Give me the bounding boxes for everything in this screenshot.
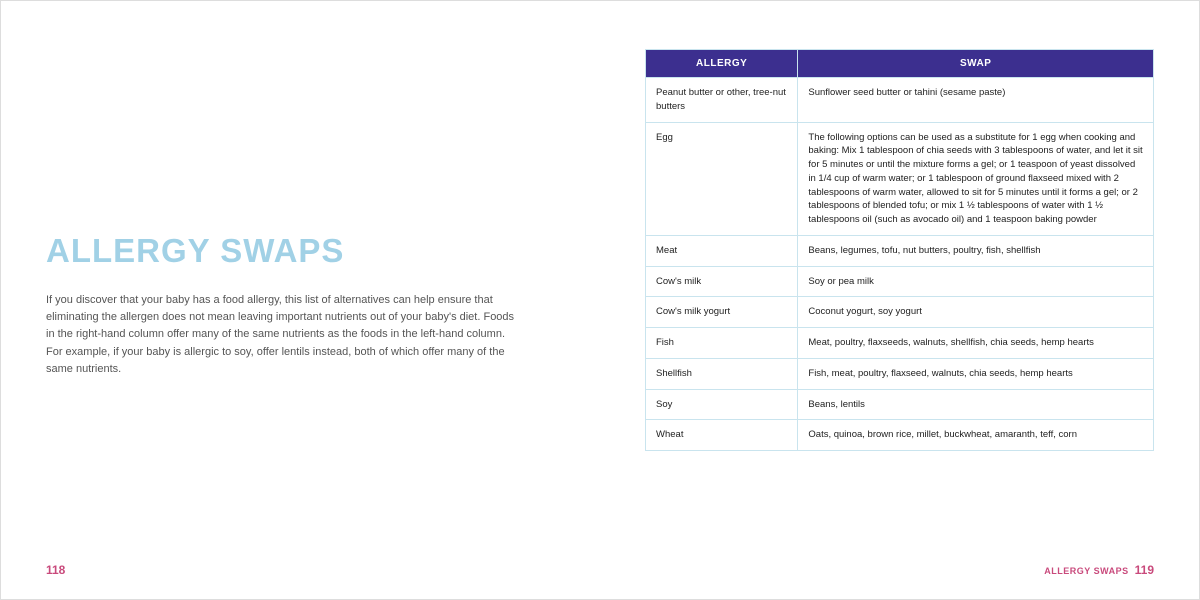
table-row: EggThe following options can be used as … bbox=[646, 122, 1154, 235]
swap-cell: Beans, lentils bbox=[798, 389, 1154, 420]
page-number-left: 118 bbox=[46, 563, 65, 577]
table-row: ShellfishFish, meat, poultry, flaxseed, … bbox=[646, 358, 1154, 389]
allergy-cell: Shellfish bbox=[646, 358, 798, 389]
swap-cell: Oats, quinoa, brown rice, millet, buckwh… bbox=[798, 420, 1154, 451]
header-swap: SWAP bbox=[798, 50, 1154, 78]
allergy-swaps-table: ALLERGY SWAP Peanut butter or other, tre… bbox=[645, 49, 1154, 451]
allergy-cell: Peanut butter or other, tree-nut butters bbox=[646, 78, 798, 123]
table-row: Cow's milkSoy or pea milk bbox=[646, 266, 1154, 297]
table-row: FishMeat, poultry, flaxseeds, walnuts, s… bbox=[646, 328, 1154, 359]
allergy-cell: Fish bbox=[646, 328, 798, 359]
swap-cell: Beans, legumes, tofu, nut butters, poult… bbox=[798, 235, 1154, 266]
page-number-right: ALLERGY SWAPS 119 bbox=[1044, 563, 1154, 577]
allergy-cell: Soy bbox=[646, 389, 798, 420]
page-number-value: 119 bbox=[1135, 563, 1154, 577]
table-header-row: ALLERGY SWAP bbox=[646, 50, 1154, 78]
allergy-cell: Meat bbox=[646, 235, 798, 266]
swap-cell: Fish, meat, poultry, flaxseed, walnuts, … bbox=[798, 358, 1154, 389]
book-spread: ALLERGY SWAPS If you discover that your … bbox=[1, 1, 1199, 599]
intro-paragraph: If you discover that your baby has a foo… bbox=[46, 292, 516, 377]
table-row: Peanut butter or other, tree-nut butters… bbox=[646, 78, 1154, 123]
swap-cell: Soy or pea milk bbox=[798, 266, 1154, 297]
table-row: SoyBeans, lentils bbox=[646, 389, 1154, 420]
allergy-cell: Wheat bbox=[646, 420, 798, 451]
right-page: ALLERGY SWAP Peanut butter or other, tre… bbox=[600, 1, 1199, 599]
page-title: ALLERGY SWAPS bbox=[46, 232, 555, 270]
swap-cell: Meat, poultry, flaxseeds, walnuts, shell… bbox=[798, 328, 1154, 359]
header-allergy: ALLERGY bbox=[646, 50, 798, 78]
table-row: WheatOats, quinoa, brown rice, millet, b… bbox=[646, 420, 1154, 451]
table-row: MeatBeans, legumes, tofu, nut butters, p… bbox=[646, 235, 1154, 266]
section-label: ALLERGY SWAPS bbox=[1044, 566, 1128, 576]
allergy-cell: Egg bbox=[646, 122, 798, 235]
left-page: ALLERGY SWAPS If you discover that your … bbox=[1, 1, 600, 599]
table-row: Cow's milk yogurtCoconut yogurt, soy yog… bbox=[646, 297, 1154, 328]
swap-cell: Sunflower seed butter or tahini (sesame … bbox=[798, 78, 1154, 123]
allergy-cell: Cow's milk bbox=[646, 266, 798, 297]
swap-cell: Coconut yogurt, soy yogurt bbox=[798, 297, 1154, 328]
swap-cell: The following options can be used as a s… bbox=[798, 122, 1154, 235]
allergy-cell: Cow's milk yogurt bbox=[646, 297, 798, 328]
